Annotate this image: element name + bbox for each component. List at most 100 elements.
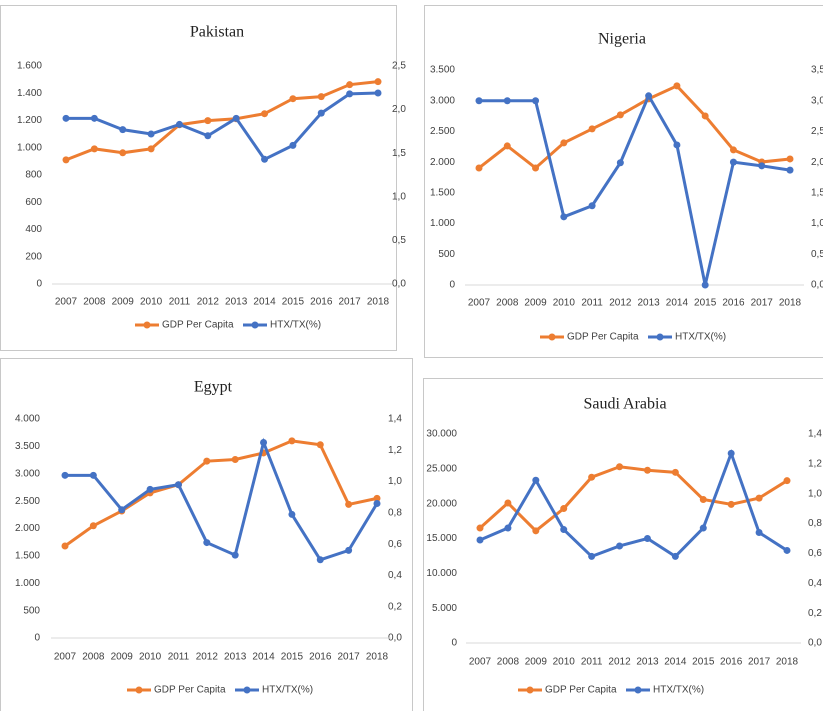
legend-marker [656, 333, 664, 341]
y2-tick-label: 1,4 [388, 414, 402, 425]
panel-border [0, 358, 413, 711]
data-point [786, 155, 794, 163]
series-line [65, 80, 379, 162]
y-tick-label: 500 [23, 605, 40, 616]
data-point [174, 481, 182, 489]
data-point [588, 473, 596, 481]
data-point [588, 552, 596, 560]
x-tick-label: 2010 [553, 657, 576, 668]
y-tick-label: 2.000 [15, 523, 40, 534]
y-tick-label: 2.500 [15, 496, 40, 507]
data-point [783, 546, 791, 554]
y2-tick-label: 1,0 [388, 476, 402, 487]
data-point [62, 114, 70, 122]
y2-tick-label: 0,0 [808, 638, 822, 649]
x-tick-label: 2018 [367, 297, 390, 308]
data-point [476, 536, 484, 544]
data-point [532, 97, 540, 105]
x-tick-label: 2009 [111, 652, 134, 663]
series-line [478, 465, 788, 533]
x-tick-label: 2011 [581, 298, 603, 309]
data-point [643, 466, 651, 474]
y-tick-label: 3.000 [15, 468, 40, 479]
data-point [532, 476, 540, 484]
y-tick-label: 1.000 [430, 218, 455, 229]
y2-tick-label: 1,0 [811, 218, 823, 229]
y-tick-label: 1.500 [15, 551, 40, 562]
x-tick-label: 2016 [722, 298, 745, 309]
data-point [758, 162, 766, 170]
y2-tick-label: 1,5 [392, 148, 406, 159]
x-tick-label: 2013 [636, 657, 659, 668]
data-point [346, 90, 354, 98]
y-tick-label: 0 [451, 638, 457, 649]
x-tick-label: 2010 [553, 298, 576, 309]
y-tick-label: 3.500 [15, 441, 40, 452]
chart-title: Saudi Arabia [583, 396, 666, 413]
legend-label: GDP Per Capita [162, 320, 234, 331]
y-tick-label: 15.000 [426, 533, 457, 544]
y-tick-label: 0 [34, 633, 40, 644]
data-point [118, 506, 126, 514]
data-point [260, 438, 268, 446]
x-tick-label: 2012 [609, 298, 632, 309]
x-tick-label: 2011 [581, 657, 603, 668]
y2-tick-label: 0,6 [388, 539, 402, 550]
data-point [588, 125, 596, 133]
y2-tick-label: 0,6 [808, 548, 822, 559]
x-tick-label: 2007 [55, 297, 78, 308]
panel-border [0, 5, 397, 351]
x-tick-label: 2017 [339, 297, 362, 308]
data-point [317, 109, 325, 117]
legend-marker [526, 686, 534, 694]
x-tick-label: 2007 [469, 657, 492, 668]
data-point [119, 126, 127, 134]
x-tick-label: 2009 [112, 297, 135, 308]
data-point [289, 95, 297, 103]
y2-tick-label: 0,8 [808, 518, 822, 529]
y-tick-label: 1.600 [17, 61, 42, 72]
data-point [346, 81, 354, 89]
x-tick-label: 2016 [720, 657, 743, 668]
y-tick-label: 20.000 [426, 498, 457, 509]
x-tick-label: 2015 [282, 297, 305, 308]
y2-tick-label: 0,4 [388, 570, 402, 581]
data-point [374, 89, 382, 97]
data-point [786, 166, 794, 174]
data-point [288, 510, 296, 518]
x-tick-label: 2009 [524, 298, 547, 309]
data-point [504, 499, 512, 507]
data-point [475, 97, 483, 105]
legend-label: GDP Per Capita [545, 685, 617, 696]
x-tick-label: 2013 [224, 652, 247, 663]
series-line [478, 84, 791, 170]
x-tick-label: 2015 [692, 657, 715, 668]
data-point [203, 539, 211, 547]
y2-tick-label: 1,5 [811, 187, 823, 198]
y2-tick-label: 0,0 [388, 633, 402, 644]
y-tick-label: 400 [25, 224, 42, 235]
legend-label: HTX/TX(%) [675, 332, 726, 343]
data-point [345, 500, 353, 508]
data-point [673, 82, 681, 90]
x-tick-label: 2008 [83, 297, 106, 308]
data-point [503, 142, 511, 150]
y-tick-label: 1.000 [15, 578, 40, 589]
data-point [727, 500, 735, 508]
x-tick-label: 2018 [779, 298, 802, 309]
data-point [89, 522, 97, 530]
data-point [62, 156, 70, 164]
series-line [66, 91, 379, 162]
data-point [560, 139, 568, 147]
y2-tick-label: 3,0 [811, 95, 823, 106]
data-point [204, 117, 212, 125]
data-point [232, 114, 240, 122]
data-point [560, 505, 568, 513]
y-tick-label: 10.000 [426, 568, 457, 579]
y2-tick-label: 1,4 [808, 429, 822, 440]
data-point [532, 164, 540, 172]
data-point [729, 158, 737, 166]
data-point [316, 556, 324, 564]
